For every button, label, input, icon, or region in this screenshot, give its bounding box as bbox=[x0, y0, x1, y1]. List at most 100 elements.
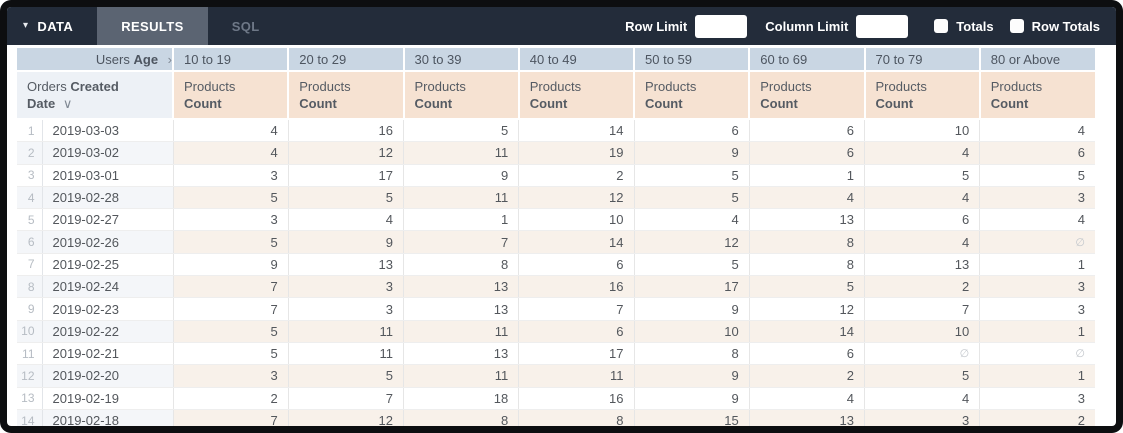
value-cell[interactable]: 7 bbox=[518, 297, 635, 321]
value-cell[interactable]: 5 bbox=[979, 164, 1096, 187]
null-value-cell[interactable]: ∅ bbox=[979, 230, 1096, 254]
value-cell[interactable]: 6 bbox=[748, 141, 865, 165]
value-cell[interactable]: 3 bbox=[979, 387, 1096, 410]
chevron-right-icon[interactable]: › bbox=[167, 51, 173, 67]
value-cell[interactable]: 3 bbox=[979, 297, 1096, 321]
value-cell[interactable]: 6 bbox=[979, 141, 1096, 165]
value-cell[interactable]: 3 bbox=[979, 186, 1096, 210]
value-cell[interactable]: 11 bbox=[287, 342, 404, 366]
value-cell[interactable]: 7 bbox=[864, 297, 980, 321]
value-cell[interactable]: 8 bbox=[748, 230, 865, 254]
pivot-value-header[interactable]: 70 to 79 bbox=[864, 48, 981, 72]
value-cell[interactable]: 13 bbox=[403, 297, 519, 321]
value-cell[interactable]: 5 bbox=[633, 253, 750, 277]
value-cell[interactable]: 13 bbox=[864, 253, 980, 277]
value-cell[interactable]: 10 bbox=[633, 320, 750, 343]
value-cell[interactable]: 5 bbox=[172, 342, 289, 366]
value-cell[interactable]: 3 bbox=[287, 297, 404, 321]
value-cell[interactable]: 4 bbox=[979, 208, 1096, 232]
value-cell[interactable]: 2 bbox=[979, 409, 1096, 426]
pivot-value-header[interactable]: 50 to 59 bbox=[634, 48, 751, 72]
value-cell[interactable]: 18 bbox=[403, 387, 519, 410]
value-cell[interactable]: 6 bbox=[748, 342, 865, 366]
value-cell[interactable]: 3 bbox=[172, 164, 289, 187]
value-cell[interactable]: 4 bbox=[287, 208, 404, 232]
value-cell[interactable]: 5 bbox=[633, 186, 750, 210]
value-cell[interactable]: 8 bbox=[403, 253, 519, 277]
value-cell[interactable]: 4 bbox=[172, 119, 289, 143]
value-cell[interactable]: 4 bbox=[748, 387, 865, 410]
value-cell[interactable]: 11 bbox=[403, 141, 519, 165]
value-cell[interactable]: 3 bbox=[172, 364, 289, 388]
date-cell[interactable]: 2019-02-24 bbox=[42, 275, 174, 299]
value-cell[interactable]: 6 bbox=[748, 119, 865, 143]
value-cell[interactable]: 4 bbox=[864, 186, 980, 210]
value-cell[interactable]: 9 bbox=[403, 164, 519, 187]
value-cell[interactable]: 13 bbox=[748, 409, 865, 426]
pivot-value-header[interactable]: 60 to 69 bbox=[749, 48, 866, 72]
date-cell[interactable]: 2019-02-23 bbox=[42, 297, 174, 321]
value-cell[interactable]: 16 bbox=[518, 275, 635, 299]
value-cell[interactable]: 9 bbox=[287, 230, 404, 254]
value-cell[interactable]: 1 bbox=[979, 320, 1096, 343]
value-cell[interactable]: 4 bbox=[864, 141, 980, 165]
value-cell[interactable]: 11 bbox=[403, 364, 519, 388]
value-cell[interactable]: 5 bbox=[864, 164, 980, 187]
value-cell[interactable]: 2 bbox=[864, 275, 980, 299]
value-cell[interactable]: 3 bbox=[979, 275, 1096, 299]
value-cell[interactable]: 5 bbox=[172, 230, 289, 254]
tab-results[interactable]: RESULTS bbox=[97, 7, 208, 45]
totals-label[interactable]: Totals bbox=[956, 18, 994, 34]
value-cell[interactable]: 12 bbox=[287, 141, 404, 165]
value-cell[interactable]: 16 bbox=[518, 387, 635, 410]
value-cell[interactable]: 12 bbox=[287, 409, 404, 426]
value-cell[interactable]: 14 bbox=[748, 320, 865, 343]
value-cell[interactable]: 4 bbox=[864, 230, 980, 254]
measure-header[interactable]: Products Count bbox=[288, 71, 405, 120]
value-cell[interactable]: 14 bbox=[518, 230, 635, 254]
null-value-cell[interactable]: ∅ bbox=[979, 342, 1096, 366]
measure-header[interactable]: Products Count bbox=[173, 71, 290, 120]
value-cell[interactable]: 1 bbox=[979, 364, 1096, 388]
value-cell[interactable]: 8 bbox=[403, 409, 519, 426]
value-cell[interactable]: 17 bbox=[287, 164, 404, 187]
value-cell[interactable]: 11 bbox=[403, 186, 519, 210]
value-cell[interactable]: 4 bbox=[748, 186, 865, 210]
tab-sql[interactable]: SQL bbox=[231, 18, 260, 34]
value-cell[interactable]: 7 bbox=[287, 387, 404, 410]
value-cell[interactable]: 10 bbox=[864, 119, 980, 143]
row-totals-checkbox[interactable] bbox=[1009, 19, 1024, 33]
date-cell[interactable]: 2019-03-02 bbox=[42, 141, 174, 165]
value-cell[interactable]: 9 bbox=[633, 387, 750, 410]
value-cell[interactable]: 7 bbox=[403, 230, 519, 254]
totals-checkbox[interactable] bbox=[934, 19, 949, 33]
pivot-value-header[interactable]: 20 to 29 bbox=[288, 48, 405, 72]
measure-header[interactable]: Products Count bbox=[979, 71, 1096, 120]
value-cell[interactable]: 10 bbox=[864, 320, 980, 343]
date-cell[interactable]: 2019-02-27 bbox=[42, 208, 174, 232]
value-cell[interactable]: 5 bbox=[748, 275, 865, 299]
value-cell[interactable]: 13 bbox=[748, 208, 865, 232]
value-cell[interactable]: 15 bbox=[633, 409, 750, 426]
value-cell[interactable]: 2 bbox=[748, 364, 865, 388]
value-cell[interactable]: 9 bbox=[633, 141, 750, 165]
date-cell[interactable]: 2019-03-03 bbox=[42, 119, 174, 143]
date-cell[interactable]: 2019-02-20 bbox=[42, 364, 174, 388]
pivot-value-header[interactable]: 10 to 19 bbox=[173, 48, 290, 72]
value-cell[interactable]: 6 bbox=[864, 208, 980, 232]
value-cell[interactable]: 11 bbox=[287, 320, 404, 343]
value-cell[interactable]: 4 bbox=[633, 208, 750, 232]
value-cell[interactable]: 2 bbox=[172, 387, 289, 410]
date-cell[interactable]: 2019-02-21 bbox=[42, 342, 174, 366]
measure-header[interactable]: Products Count bbox=[518, 71, 636, 120]
date-cell[interactable]: 2019-03-01 bbox=[42, 164, 174, 187]
row-totals-label[interactable]: Row Totals bbox=[1031, 18, 1100, 34]
date-cell[interactable]: 2019-02-22 bbox=[42, 320, 174, 343]
value-cell[interactable]: 13 bbox=[287, 253, 404, 277]
value-cell[interactable]: 5 bbox=[403, 119, 519, 143]
sort-desc-icon[interactable]: ∨ bbox=[62, 96, 73, 111]
value-cell[interactable]: 1 bbox=[979, 253, 1096, 277]
value-cell[interactable]: 5 bbox=[287, 364, 404, 388]
date-cell[interactable]: 2019-02-28 bbox=[42, 186, 174, 210]
pivot-value-header[interactable]: 30 to 39 bbox=[403, 48, 520, 72]
